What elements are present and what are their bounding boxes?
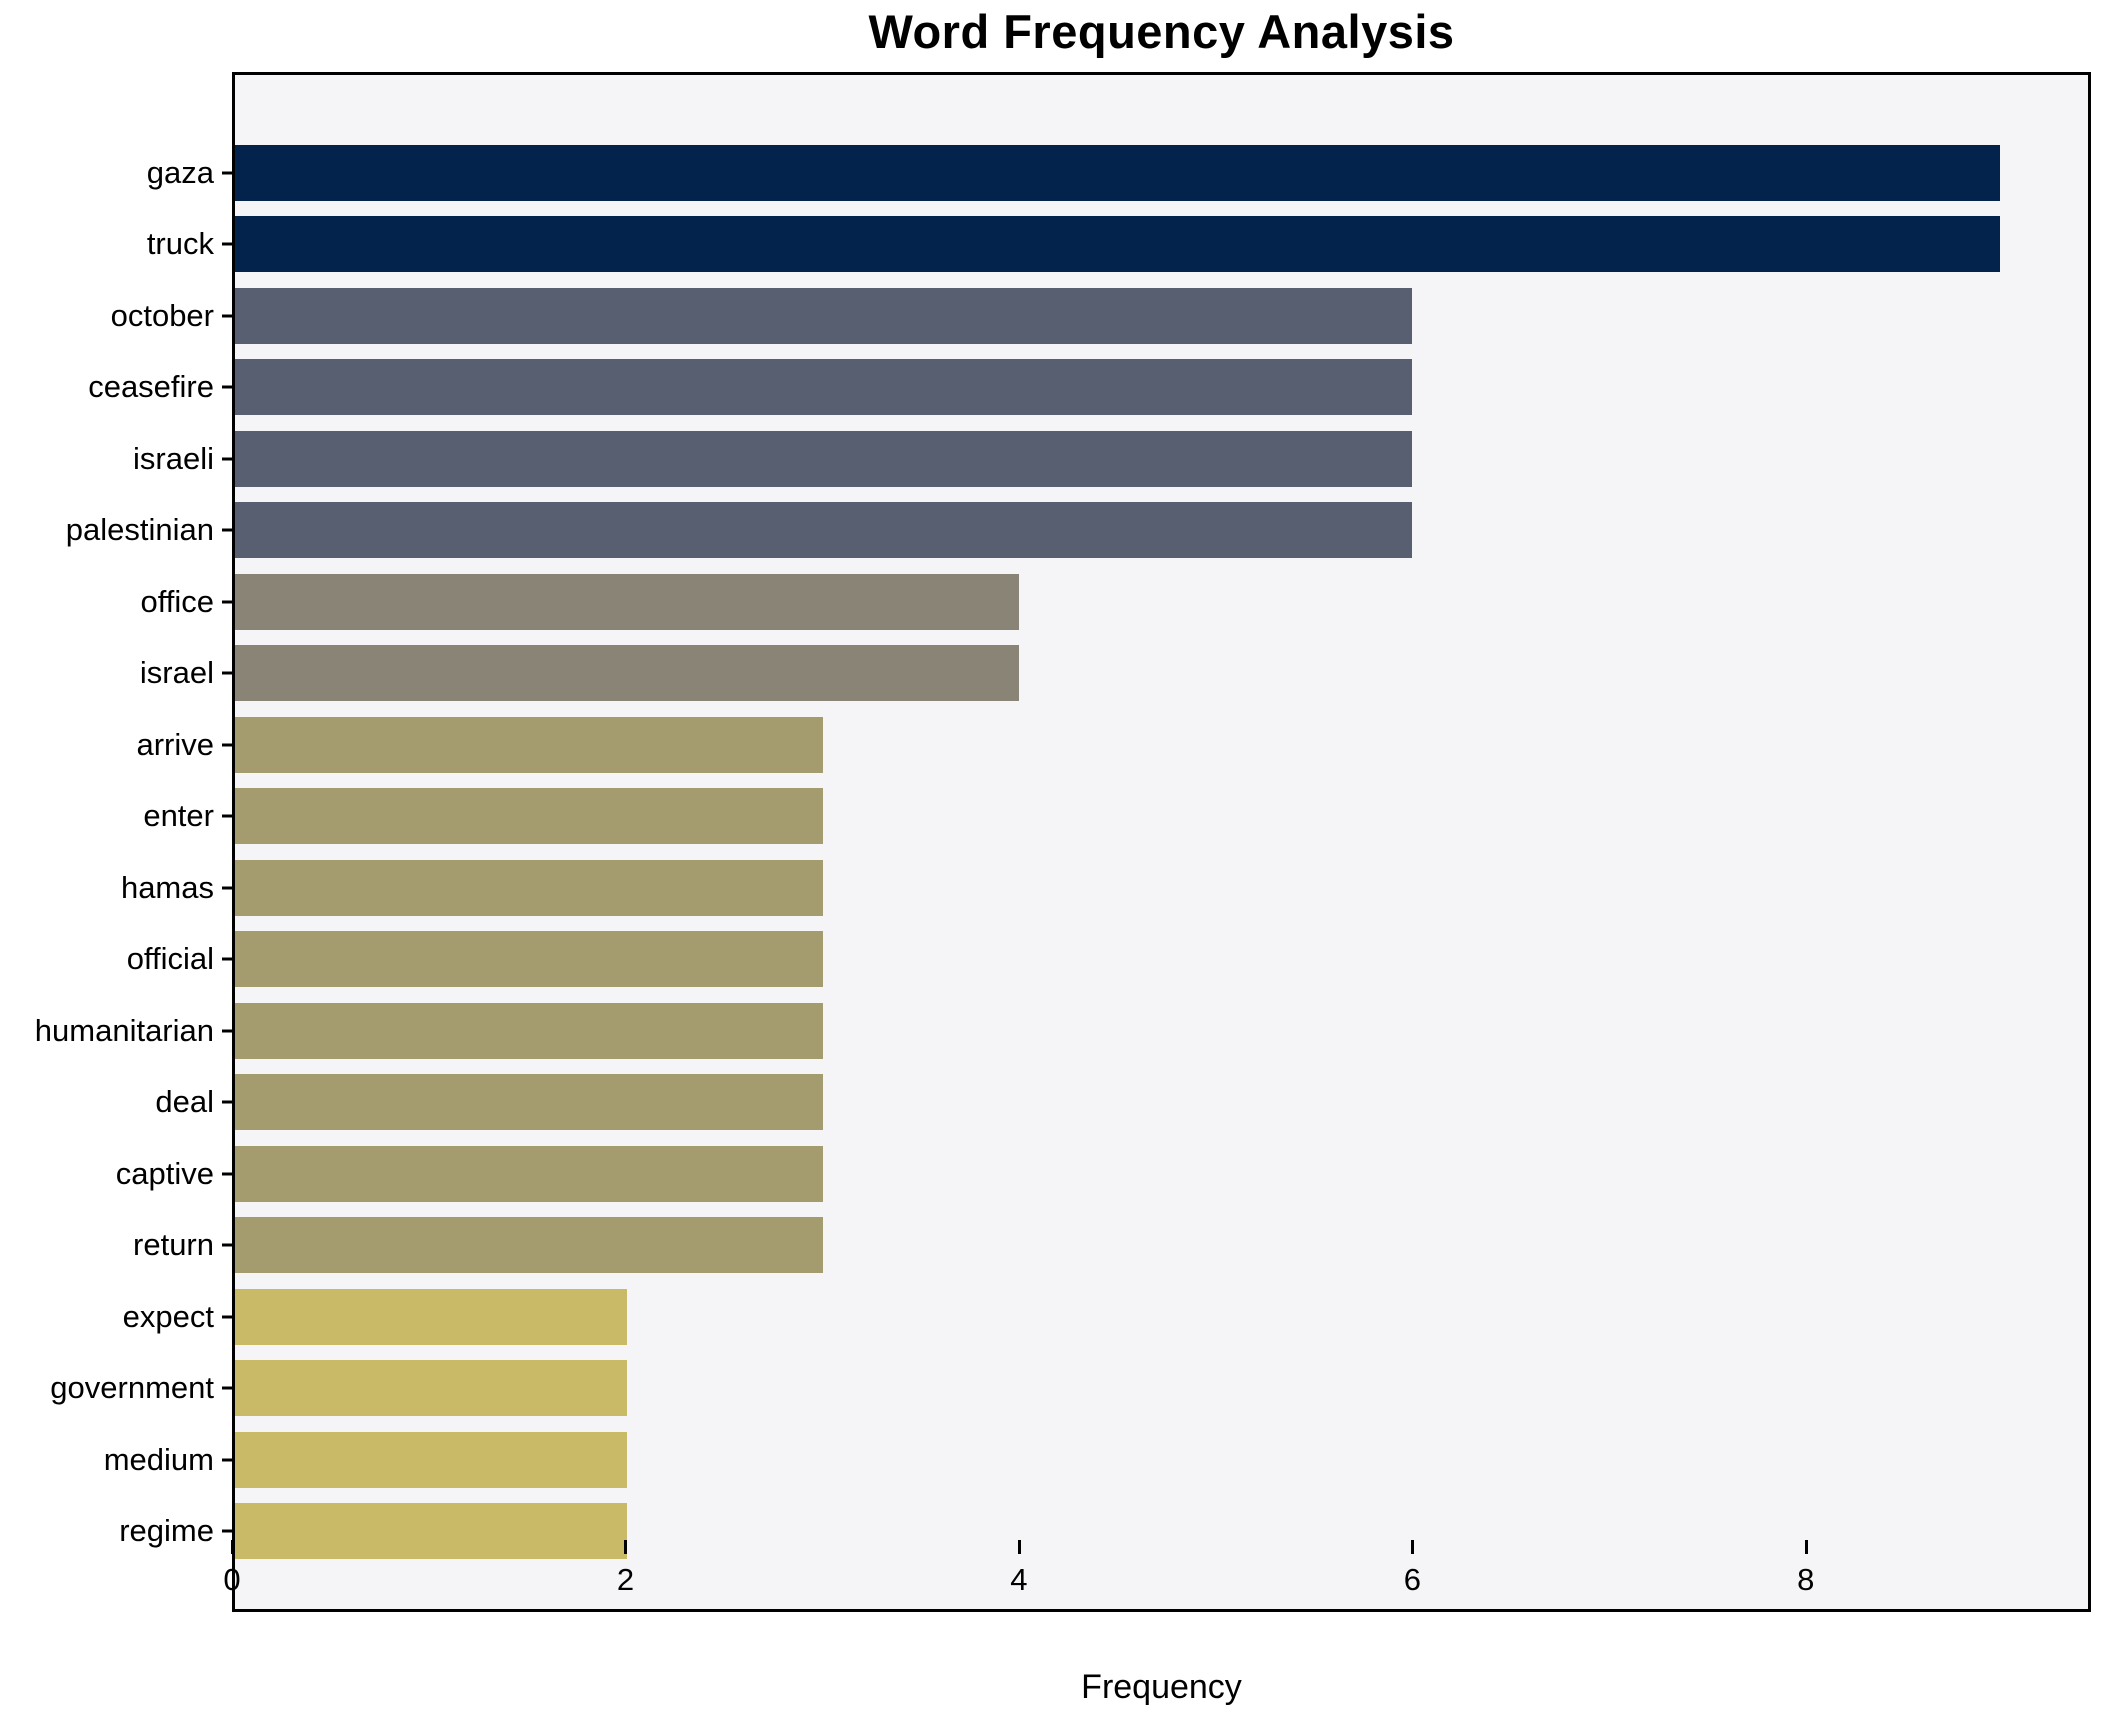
- bar-label: gaza: [146, 154, 214, 190]
- bar-label: october: [110, 297, 214, 333]
- bar: [235, 144, 2000, 201]
- bar: [235, 1002, 824, 1059]
- y-axis-tick: [222, 1029, 232, 1033]
- y-axis-tick: [222, 957, 232, 961]
- y-axis-tick: [222, 600, 232, 604]
- bar-row: ceasefire: [88, 359, 2088, 416]
- x-axis-tick: [1411, 1540, 1415, 1554]
- bar-label: israeli: [133, 440, 214, 476]
- x-tick-label: 4: [1010, 1562, 1028, 1597]
- bar: [235, 430, 1412, 487]
- y-axis-tick: [222, 171, 232, 175]
- bar-label: return: [133, 1227, 214, 1263]
- x-tick-label: 6: [1403, 1562, 1421, 1597]
- bar: [235, 359, 1412, 416]
- bar: [235, 645, 1020, 702]
- bar-row: arrive: [136, 716, 2088, 773]
- bar-row: israeli: [133, 430, 2088, 487]
- bar-row: palestinian: [66, 502, 2088, 559]
- y-axis-tick: [222, 457, 232, 461]
- bar-row: return: [133, 1217, 2088, 1274]
- bar: [235, 1145, 824, 1202]
- bar: [235, 1288, 628, 1345]
- x-axis-tick: [231, 1540, 234, 1554]
- bar-label: office: [140, 583, 214, 619]
- bar: [235, 287, 1412, 344]
- x-tick-label: 2: [616, 1562, 635, 1597]
- bar-label: israel: [139, 655, 214, 691]
- y-axis-tick: [222, 743, 232, 747]
- bar-label: official: [126, 941, 214, 977]
- bar: [235, 859, 824, 916]
- bar-label: humanitarian: [34, 1012, 214, 1048]
- bar: [235, 216, 2000, 273]
- bar-label: expect: [122, 1298, 214, 1334]
- bar: [235, 1503, 628, 1560]
- bar-label: hamas: [120, 869, 214, 905]
- bar-label: medium: [103, 1441, 214, 1477]
- bar-row: government: [50, 1360, 2088, 1417]
- x-axis-tick: [1804, 1540, 1808, 1554]
- bar: [235, 1431, 628, 1488]
- y-axis-tick: [222, 1386, 232, 1390]
- bar-row: captive: [116, 1145, 2088, 1202]
- y-axis-tick: [222, 1458, 232, 1462]
- bar-row: gaza: [147, 144, 2088, 201]
- bar-row: truck: [147, 216, 2088, 273]
- bar-label: palestinian: [65, 512, 214, 548]
- bar: [235, 573, 1020, 630]
- bar-row: hamas: [121, 859, 2088, 916]
- bar: [235, 502, 1412, 559]
- bar-row: expect: [123, 1288, 2088, 1345]
- bar-row: deal: [155, 1074, 2088, 1131]
- y-axis-tick: [222, 1172, 232, 1176]
- y-axis-tick: [222, 886, 232, 890]
- chart-title: Word Frequency Analysis: [868, 5, 1455, 58]
- bars-container: gaza truck october ceasefire israeli palestin…: [35, 137, 2088, 1567]
- bar-row: medium: [104, 1431, 2088, 1488]
- bar-label: enter: [143, 798, 214, 834]
- bar-label: arrive: [136, 726, 214, 762]
- y-axis-tick: [222, 1315, 232, 1319]
- x-axis-tick: [1017, 1540, 1021, 1554]
- y-axis-tick: [222, 1243, 232, 1247]
- bar-row: israel: [140, 645, 2088, 702]
- x-tick-label: 0: [223, 1562, 241, 1597]
- y-axis-tick: [222, 314, 232, 318]
- y-axis-tick: [222, 814, 232, 818]
- x-axis-label: Frequency: [1081, 1668, 1242, 1706]
- y-axis-tick: [222, 671, 232, 675]
- bar-label: government: [50, 1370, 214, 1406]
- bar-label: captive: [115, 1155, 214, 1191]
- bar-row: regime: [119, 1503, 2088, 1560]
- plot-area: gaza truck october ceasefire israeli palestin…: [35, 72, 2091, 1612]
- bar-row: humanitarian: [35, 1002, 2088, 1059]
- x-tick-label: 8: [1797, 1562, 1815, 1597]
- bar: [235, 931, 824, 988]
- bar-row: october: [111, 287, 2088, 344]
- bar: [235, 1217, 824, 1274]
- y-axis-tick: [222, 528, 232, 532]
- bar-label: deal: [155, 1084, 214, 1120]
- bar: [235, 716, 824, 773]
- bar-label: ceasefire: [88, 369, 214, 405]
- bar: [235, 788, 824, 845]
- y-axis-tick: [222, 242, 232, 246]
- bar: [235, 1074, 824, 1131]
- bar-row: enter: [143, 788, 2088, 845]
- bar-label: regime: [119, 1513, 214, 1549]
- bar-row: office: [140, 573, 2088, 630]
- y-axis-tick: [222, 1100, 232, 1104]
- y-axis-tick: [222, 385, 232, 389]
- bar-row: official: [127, 931, 2088, 988]
- bar: [235, 1360, 628, 1417]
- x-axis-tick: [624, 1540, 628, 1554]
- bar-label: truck: [146, 226, 214, 262]
- y-axis-tick: [222, 1529, 232, 1533]
